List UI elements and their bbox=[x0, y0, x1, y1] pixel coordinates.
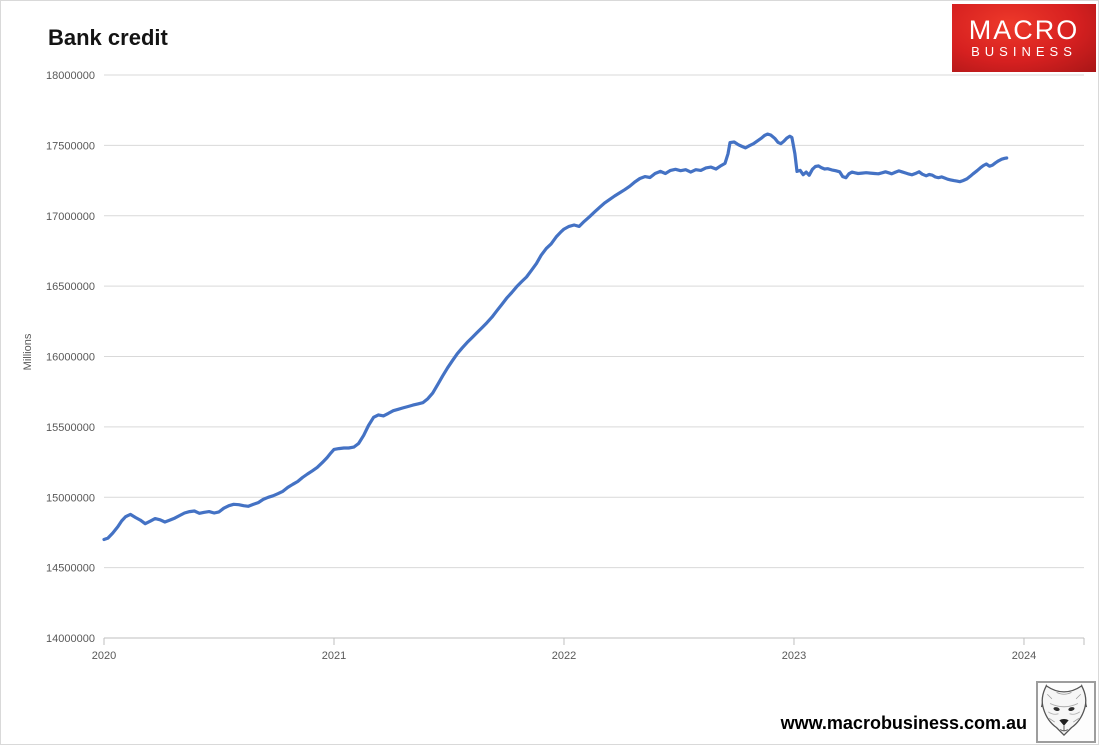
x-tick-label: 2020 bbox=[92, 650, 116, 662]
wolf-logo bbox=[1036, 681, 1096, 743]
y-tick-label: 17500000 bbox=[46, 140, 95, 152]
y-tick-label: 17000000 bbox=[46, 211, 95, 223]
website-url: www.macrobusiness.com.au bbox=[780, 713, 1027, 733]
y-tick-label: 16000000 bbox=[46, 352, 95, 364]
bank-credit-line-series bbox=[102, 132, 1009, 542]
x-tick-label: 2023 bbox=[782, 650, 806, 662]
logo-text-business: BUSINESS bbox=[971, 44, 1077, 59]
page-title: Bank credit bbox=[48, 25, 168, 50]
x-tick-label: 2022 bbox=[552, 650, 576, 662]
y-axis-title: Millions bbox=[22, 333, 34, 371]
fox-sketch-icon bbox=[1040, 683, 1088, 736]
macrobusiness-logo: MACRO BUSINESS bbox=[952, 4, 1096, 72]
y-tick-label: 15500000 bbox=[46, 422, 95, 434]
logo-text-macro: MACRO bbox=[968, 15, 1080, 45]
x-tick-label: 2021 bbox=[322, 650, 346, 662]
y-tick-label: 18000000 bbox=[46, 70, 95, 82]
line-chart: 14000000 14500000 15000000 15500000 16000000… bbox=[46, 70, 1085, 662]
y-tick-label: 14500000 bbox=[46, 563, 95, 575]
x-tick-label: 2024 bbox=[1012, 650, 1036, 662]
y-tick-label: 16500000 bbox=[46, 281, 95, 293]
y-tick-label: 14000000 bbox=[46, 633, 95, 645]
y-tick-label: 15000000 bbox=[46, 492, 95, 504]
